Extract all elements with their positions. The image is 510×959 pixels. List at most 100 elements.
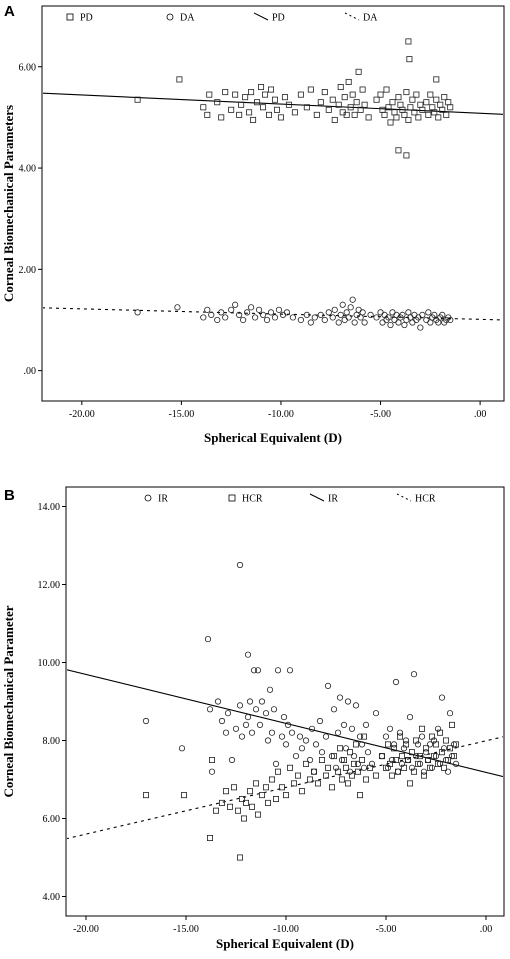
point-ir bbox=[332, 764, 340, 771]
y-tick-label: 4.00 bbox=[19, 164, 37, 175]
point-pd bbox=[266, 111, 273, 118]
point-pd bbox=[206, 91, 213, 98]
point-ir bbox=[206, 706, 214, 713]
point-pd bbox=[357, 106, 364, 113]
point-ir bbox=[284, 721, 292, 729]
point-ir bbox=[334, 729, 342, 736]
point-hcr bbox=[418, 725, 425, 732]
point-ir bbox=[296, 733, 304, 740]
point-ir bbox=[402, 737, 410, 744]
point-hcr bbox=[234, 807, 241, 814]
point-pd bbox=[413, 91, 420, 98]
point-ir bbox=[298, 745, 306, 752]
legend-entry: PD bbox=[66, 13, 93, 24]
point-da bbox=[283, 309, 291, 316]
point-da bbox=[405, 309, 412, 316]
point-ir bbox=[142, 717, 150, 725]
point-da bbox=[373, 314, 380, 321]
point-da bbox=[275, 306, 283, 313]
point-da bbox=[387, 321, 394, 329]
point-ir bbox=[448, 752, 456, 760]
point-da bbox=[244, 309, 251, 316]
point-ir bbox=[358, 741, 366, 748]
point-hcr bbox=[414, 760, 421, 767]
point-da bbox=[289, 314, 297, 321]
point-da bbox=[174, 304, 181, 311]
point-ir bbox=[408, 764, 416, 771]
point-da bbox=[307, 319, 314, 326]
point-hcr bbox=[436, 729, 443, 736]
point-ir bbox=[388, 756, 396, 764]
point-hcr bbox=[428, 733, 435, 740]
legend-line-marker bbox=[253, 12, 269, 21]
point-pd bbox=[303, 104, 310, 111]
point-da bbox=[232, 301, 239, 308]
point-hcr bbox=[388, 772, 395, 779]
point-pd bbox=[248, 89, 255, 96]
point-hcr bbox=[334, 768, 341, 775]
point-pd bbox=[268, 86, 275, 93]
point-da bbox=[339, 301, 346, 308]
point-hcr bbox=[328, 784, 335, 791]
point-da bbox=[357, 314, 364, 321]
point-ir bbox=[254, 667, 262, 674]
point-hcr bbox=[212, 807, 219, 814]
point-da bbox=[317, 311, 324, 319]
x-tick-label: -5.00 bbox=[376, 924, 397, 935]
point-pd bbox=[345, 78, 352, 85]
point-da bbox=[353, 311, 360, 319]
point-da bbox=[247, 304, 255, 311]
legend-entry: DA bbox=[344, 13, 378, 24]
legend-label: HCR bbox=[415, 494, 436, 505]
point-hcr bbox=[298, 788, 305, 795]
point-ir bbox=[242, 721, 250, 729]
point-pd bbox=[218, 114, 225, 121]
point-ir bbox=[354, 760, 362, 768]
point-da bbox=[341, 316, 348, 324]
y-tick-label: 2.00 bbox=[19, 265, 37, 276]
point-ir bbox=[238, 733, 246, 740]
point-pd bbox=[441, 94, 448, 101]
point-ir bbox=[256, 721, 264, 729]
point-pd bbox=[341, 94, 348, 101]
point-ir bbox=[394, 768, 402, 775]
plot-frame bbox=[41, 5, 505, 402]
point-pd bbox=[425, 111, 432, 118]
point-pd bbox=[433, 96, 440, 103]
point-ir bbox=[362, 721, 370, 729]
legend-entry: IR bbox=[309, 493, 338, 505]
point-da bbox=[349, 296, 356, 303]
point-hcr bbox=[238, 796, 245, 803]
legend-line-marker bbox=[309, 493, 325, 502]
point-pd bbox=[445, 99, 452, 106]
point-ir bbox=[432, 752, 440, 760]
point-hcr bbox=[282, 792, 289, 799]
point-ir bbox=[342, 745, 350, 752]
point-ir bbox=[224, 710, 232, 717]
point-pd bbox=[242, 94, 249, 101]
point-ir bbox=[218, 717, 226, 725]
point-ir bbox=[324, 682, 332, 690]
point-hcr bbox=[278, 784, 285, 791]
legend-entry: IR bbox=[144, 494, 168, 505]
point-ir bbox=[426, 741, 434, 748]
panel-b: B 4.00 6.00 8.00 10.00 12.00 14.00 -20.00 -15.00… bbox=[1, 486, 505, 951]
legend-line-marker bbox=[396, 493, 412, 502]
point-da bbox=[214, 316, 221, 324]
point-da bbox=[361, 319, 368, 326]
point-hcr bbox=[322, 772, 329, 779]
point-pd bbox=[307, 86, 314, 93]
point-da bbox=[447, 316, 454, 324]
point-ir bbox=[356, 733, 364, 740]
legend-label: PD bbox=[272, 13, 285, 24]
point-hcr bbox=[444, 757, 451, 764]
point-hcr bbox=[442, 737, 449, 744]
point-da bbox=[259, 311, 267, 319]
point-ir bbox=[390, 741, 398, 748]
plot-area bbox=[67, 561, 503, 861]
point-hcr bbox=[302, 760, 309, 767]
point-hcr bbox=[396, 733, 403, 740]
point-ir bbox=[344, 698, 352, 705]
point-hcr bbox=[310, 768, 317, 775]
panel-letter: B bbox=[4, 487, 15, 504]
